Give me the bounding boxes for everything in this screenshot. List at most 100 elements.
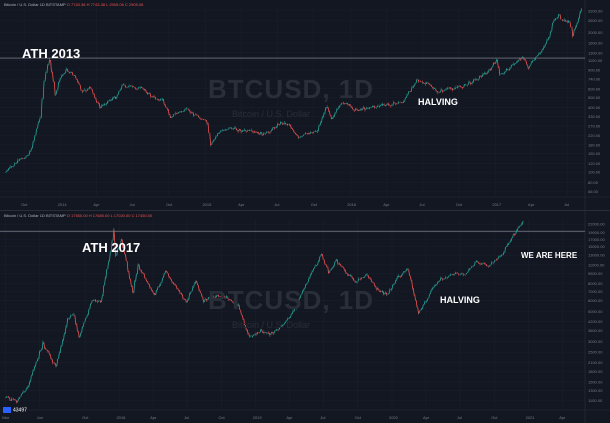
y-tick-label: 1500.00 bbox=[588, 380, 603, 385]
price-segment bbox=[281, 121, 283, 125]
price-segment bbox=[417, 306, 419, 314]
price-segment bbox=[335, 109, 338, 114]
price-segment bbox=[30, 148, 32, 153]
price-segment bbox=[392, 102, 394, 106]
price-point bbox=[42, 342, 44, 344]
price-segment bbox=[496, 59, 499, 67]
x-tick-label: Apr bbox=[238, 202, 245, 207]
price-point bbox=[440, 278, 442, 280]
price-point bbox=[49, 58, 50, 59]
price-segment bbox=[79, 84, 82, 90]
price-segment bbox=[426, 298, 429, 302]
x-tick-label: Oct bbox=[491, 415, 498, 420]
price-segment bbox=[118, 245, 120, 250]
price-segment bbox=[116, 94, 118, 99]
last-price-label: 43497 bbox=[13, 407, 27, 414]
y-tick-label: 80.00 bbox=[588, 180, 599, 185]
x-tick-label: Apr bbox=[559, 415, 566, 420]
price-segment bbox=[276, 123, 279, 128]
y-tick-label: 1100.00 bbox=[588, 398, 603, 403]
price-segment bbox=[119, 89, 121, 92]
price-point bbox=[418, 313, 419, 315]
y-tick-label: 9500.00 bbox=[588, 271, 603, 276]
price-segment bbox=[552, 20, 555, 23]
price-segment bbox=[232, 300, 234, 304]
price-point bbox=[430, 291, 432, 292]
x-tick-label: 2014 bbox=[58, 202, 68, 207]
price-point bbox=[435, 91, 437, 93]
x-tick-label: Jul bbox=[320, 415, 325, 420]
price-point bbox=[91, 300, 93, 301]
price-point bbox=[499, 74, 501, 76]
price-point bbox=[375, 288, 377, 290]
x-tick-label: Jul bbox=[564, 202, 569, 207]
price-segment bbox=[312, 131, 315, 134]
price-segment bbox=[431, 288, 434, 291]
price-segment bbox=[354, 108, 357, 111]
price-segment bbox=[315, 265, 317, 267]
annotation-we-are-here: WE ARE HERE bbox=[521, 251, 578, 260]
y-tick-label: 22000.00 bbox=[588, 222, 605, 227]
price-segment bbox=[25, 155, 27, 159]
price-segment bbox=[327, 106, 330, 111]
price-segment bbox=[137, 87, 139, 90]
x-tick-label: 2018 bbox=[116, 415, 126, 420]
price-point bbox=[82, 92, 83, 94]
price-segment bbox=[117, 91, 120, 95]
price-segment bbox=[467, 270, 469, 274]
y-tick-label: 2000.00 bbox=[588, 30, 603, 35]
x-tick-label: Jul bbox=[274, 202, 279, 207]
price-point bbox=[154, 294, 156, 296]
price-segment bbox=[167, 273, 170, 277]
price-point bbox=[39, 116, 41, 118]
y-tick-label: 270.00 bbox=[588, 123, 601, 128]
price-segment bbox=[42, 81, 45, 100]
y-tick-label: 19000.00 bbox=[588, 230, 605, 235]
price-point bbox=[178, 112, 179, 113]
price-segment bbox=[193, 283, 195, 288]
price-segment bbox=[270, 130, 272, 133]
price-point bbox=[115, 254, 117, 256]
price-point bbox=[581, 10, 582, 12]
price-segment bbox=[203, 298, 206, 302]
price-point bbox=[240, 130, 242, 131]
y-tick-label: 330.00 bbox=[588, 114, 601, 119]
price-segment bbox=[389, 104, 391, 107]
price-point bbox=[490, 69, 492, 71]
price-point bbox=[78, 337, 80, 338]
annotation-ath-2013: ATH 2013 bbox=[22, 46, 81, 61]
price-segment bbox=[428, 293, 430, 299]
x-tick-label: Oct bbox=[355, 415, 362, 420]
price-point bbox=[269, 333, 271, 335]
price-segment bbox=[188, 294, 190, 301]
price-point bbox=[5, 171, 6, 173]
y-tick-label: 3000.00 bbox=[588, 339, 603, 344]
price-segment bbox=[78, 81, 80, 85]
price-point bbox=[521, 56, 523, 57]
price-point bbox=[73, 313, 75, 315]
price-point bbox=[355, 281, 356, 282]
price-point bbox=[391, 103, 393, 105]
x-tick-label: Jul bbox=[184, 415, 189, 420]
price-point bbox=[170, 116, 171, 118]
price-segment bbox=[241, 314, 244, 319]
y-tick-label: 5000.00 bbox=[588, 309, 603, 314]
x-tick-label: Oct bbox=[311, 202, 318, 207]
price-segment bbox=[478, 75, 481, 80]
price-point bbox=[228, 127, 230, 129]
price-point bbox=[379, 105, 380, 107]
price-segment bbox=[330, 115, 332, 120]
price-segment bbox=[15, 399, 18, 403]
price-segment bbox=[59, 346, 62, 354]
price-segment bbox=[76, 323, 78, 332]
price-point bbox=[367, 107, 369, 109]
price-segment bbox=[253, 333, 255, 337]
price-point bbox=[162, 99, 164, 101]
price-point bbox=[326, 104, 328, 106]
price-point bbox=[407, 268, 409, 270]
y-tick-label: 1300.00 bbox=[588, 50, 603, 55]
price-segment bbox=[90, 86, 92, 90]
price-point bbox=[366, 273, 368, 275]
price-segment bbox=[261, 329, 263, 333]
price-point bbox=[464, 275, 466, 276]
